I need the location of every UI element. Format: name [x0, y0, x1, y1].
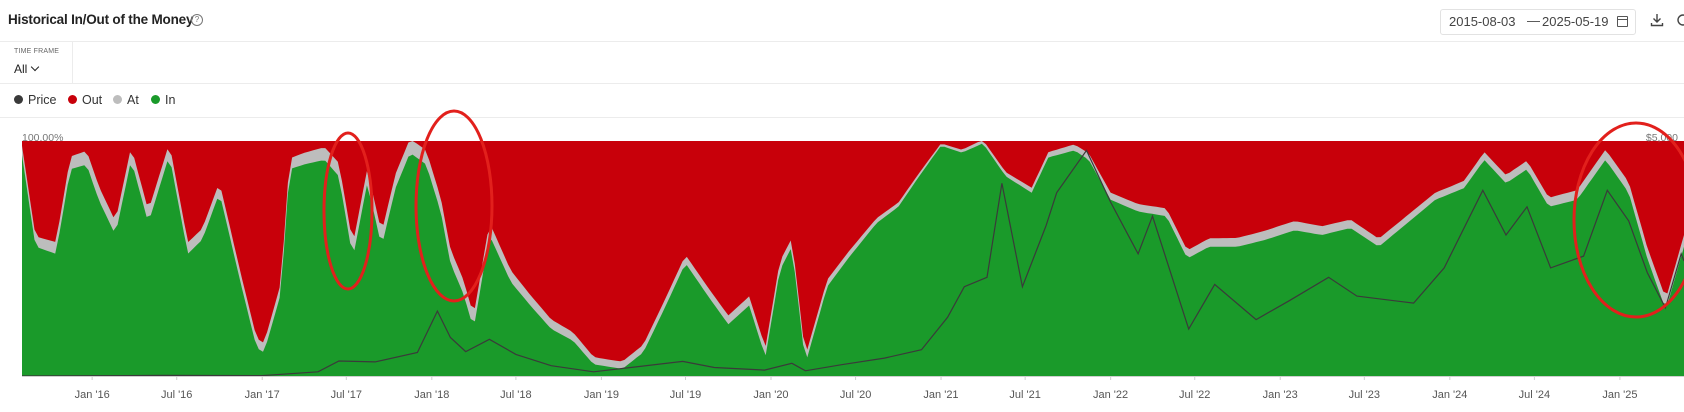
time-frame-value[interactable]: All [14, 62, 28, 76]
x-tick-label: Jul '18 [500, 389, 531, 401]
header-bar: Historical In/Out of the Money ? 2015-08… [0, 0, 1684, 42]
x-tick-label: Jan '18 [414, 389, 449, 401]
legend-item-in[interactable]: In [151, 93, 175, 107]
x-tick-label: Jan '20 [753, 389, 788, 401]
legend-dot [113, 95, 122, 104]
legend-label: In [165, 93, 176, 107]
x-tick-label: Jan '17 [245, 389, 280, 401]
legend-item-at[interactable]: At [113, 93, 139, 107]
x-tick-label: Jul '20 [840, 389, 871, 401]
legend-label: Out [82, 93, 103, 107]
date-range-picker[interactable]: 2015-08-03 — 2025-05-19 [1440, 9, 1636, 35]
annotation-circle [1572, 121, 1684, 319]
date-end[interactable]: 2025-05-19 [1542, 14, 1609, 29]
legend-label: At [127, 93, 139, 107]
x-tick-label: Jan '19 [584, 389, 619, 401]
legend-label: Price [28, 93, 57, 107]
legend-dot [151, 95, 160, 104]
chart-legend: Price Out At In [0, 84, 1684, 118]
legend-item-price[interactable]: Price [14, 93, 56, 107]
date-start[interactable]: 2015-08-03 [1449, 14, 1516, 29]
x-tick-label: Jul '17 [331, 389, 362, 401]
x-tick-label: Jul '22 [1179, 389, 1210, 401]
question-circle-icon[interactable]: ? [191, 14, 203, 26]
x-tick-label: Jan '21 [923, 389, 958, 401]
x-tick-label: Jan '23 [1263, 389, 1298, 401]
share-icon[interactable] [1676, 13, 1684, 27]
annotation-circle [322, 131, 374, 291]
x-tick-label: Jan '16 [75, 389, 110, 401]
x-tick-label: Jul '24 [1519, 389, 1550, 401]
x-tick-label: Jul '23 [1349, 389, 1380, 401]
x-tick-label: Jul '19 [670, 389, 701, 401]
y-axis-top-label: 100.00% [22, 132, 63, 144]
download-icon[interactable] [1650, 13, 1664, 27]
divider [72, 42, 73, 83]
time-frame-label: TIME FRAME [14, 48, 60, 55]
date-separator: — [1527, 13, 1540, 28]
annotation-circle [414, 109, 494, 303]
legend-item-out[interactable]: Out [68, 93, 102, 107]
page-title: Historical In/Out of the Money [8, 12, 194, 27]
x-tick-label: Jan '22 [1093, 389, 1128, 401]
x-tick-label: Jan '25 [1602, 389, 1637, 401]
legend-dot [68, 95, 77, 104]
time-frame-select[interactable]: All [14, 62, 40, 76]
calendar-icon[interactable] [1617, 16, 1628, 27]
in-area [22, 143, 1684, 376]
controls-bar: TIME FRAME All [0, 42, 1684, 84]
price-line [21, 149, 1684, 377]
x-tick-label: Jul '21 [1009, 389, 1040, 401]
x-tick-label: Jul '16 [161, 389, 192, 401]
x-tick-label: Jan '24 [1432, 389, 1467, 401]
legend-dot [14, 95, 23, 104]
